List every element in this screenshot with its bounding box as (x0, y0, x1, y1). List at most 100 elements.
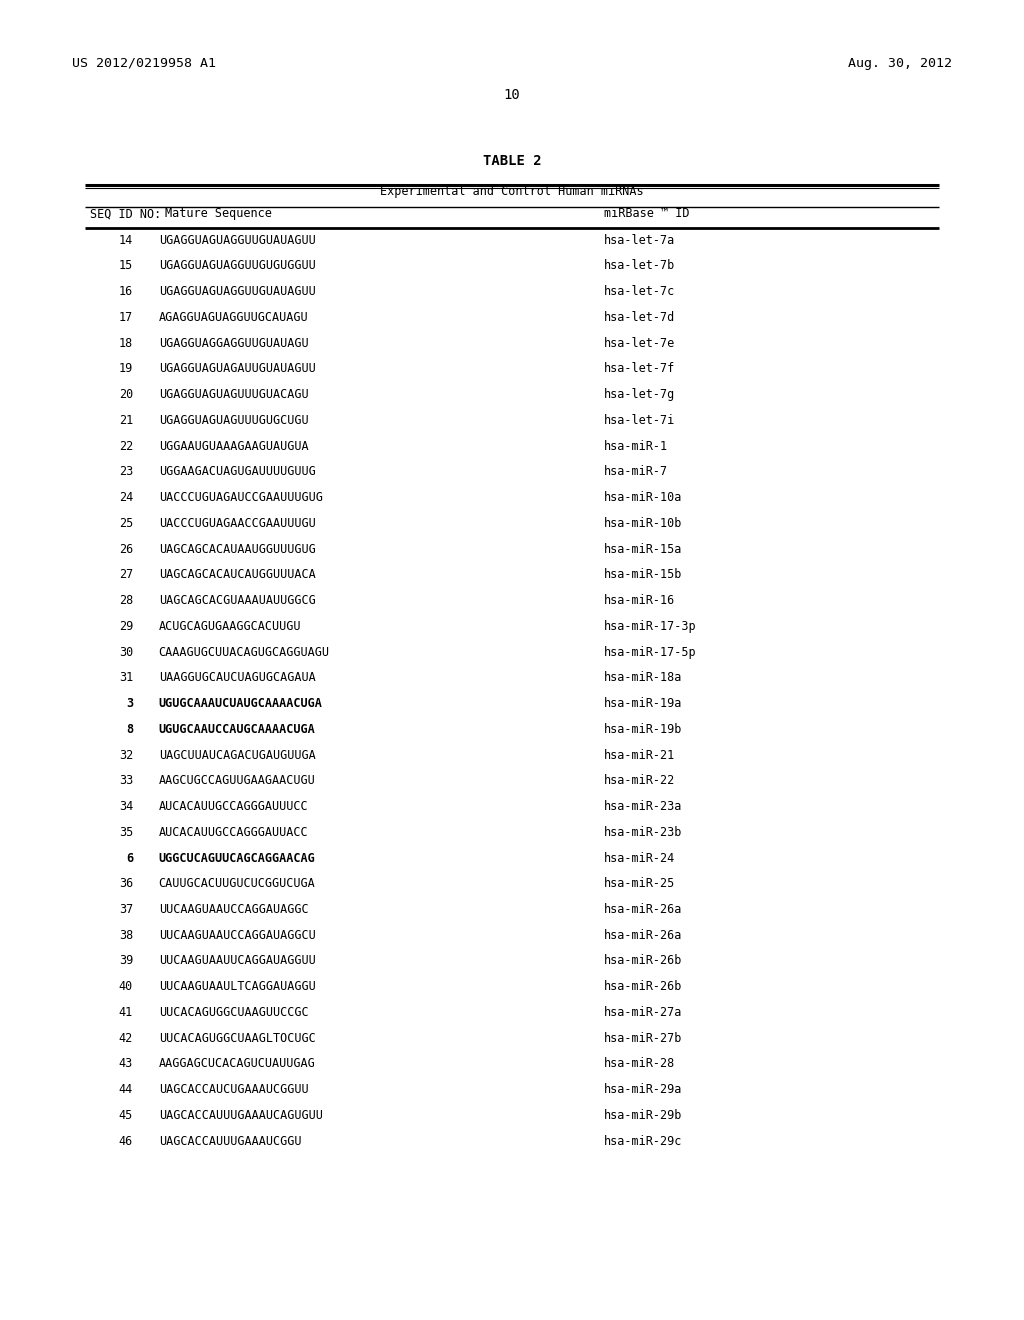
Text: 17: 17 (119, 312, 133, 323)
Text: CAAAGUGCUUACAGUGCAGGUAGU: CAAAGUGCUUACAGUGCAGGUAGU (159, 645, 330, 659)
Text: 33: 33 (119, 775, 133, 787)
Text: hsa-let-7i: hsa-let-7i (604, 414, 676, 426)
Text: hsa-miR-23b: hsa-miR-23b (604, 826, 683, 838)
Text: 28: 28 (119, 594, 133, 607)
Text: 41: 41 (119, 1006, 133, 1019)
Text: hsa-miR-29c: hsa-miR-29c (604, 1135, 683, 1147)
Text: UGAGGUAGUAGGUUGUAUAGUU: UGAGGUAGUAGGUUGUAUAGUU (159, 234, 315, 247)
Text: 35: 35 (119, 826, 133, 838)
Text: hsa-miR-26a: hsa-miR-26a (604, 929, 683, 941)
Text: 30: 30 (119, 645, 133, 659)
Text: 36: 36 (119, 878, 133, 890)
Text: hsa-miR-1: hsa-miR-1 (604, 440, 669, 453)
Text: UAGCACCAUCUGAAAUCGGUU: UAGCACCAUCUGAAAUCGGUU (159, 1084, 308, 1096)
Text: 37: 37 (119, 903, 133, 916)
Text: UAGCAGCACGUAAAUAUUGGCG: UAGCAGCACGUAAAUAUUGGCG (159, 594, 315, 607)
Text: Experimental and Control Human miRNAs: Experimental and Control Human miRNAs (380, 185, 644, 198)
Text: hsa-miR-15a: hsa-miR-15a (604, 543, 683, 556)
Text: 10: 10 (504, 88, 520, 102)
Text: UAAGGUGCAUCUAGUGCAGAUA: UAAGGUGCAUCUAGUGCAGAUA (159, 672, 315, 684)
Text: hsa-miR-15b: hsa-miR-15b (604, 569, 683, 581)
Text: 16: 16 (119, 285, 133, 298)
Text: hsa-miR-19a: hsa-miR-19a (604, 697, 683, 710)
Text: hsa-miR-17-3p: hsa-miR-17-3p (604, 620, 696, 632)
Text: 19: 19 (119, 363, 133, 375)
Text: hsa-miR-24: hsa-miR-24 (604, 851, 676, 865)
Text: hsa-miR-18a: hsa-miR-18a (604, 672, 683, 684)
Text: UGAGGUAGUAGGUUGUAUAGUU: UGAGGUAGUAGGUUGUAUAGUU (159, 285, 315, 298)
Text: SEQ ID NO:: SEQ ID NO: (90, 207, 162, 220)
Text: US 2012/0219958 A1: US 2012/0219958 A1 (72, 57, 216, 70)
Text: UAGCACCAUUUGAAAUCGGU: UAGCACCAUUUGAAAUCGGU (159, 1135, 301, 1147)
Text: 45: 45 (119, 1109, 133, 1122)
Text: hsa-miR-17-5p: hsa-miR-17-5p (604, 645, 696, 659)
Text: UGUGCAAUCCAUGCAAAACUGA: UGUGCAAUCCAUGCAAAACUGA (159, 723, 315, 735)
Text: UAGCAGCACAUCAUGGUUUACA: UAGCAGCACAUCAUGGUUUACA (159, 569, 315, 581)
Text: AUCACAUUGCCAGGGAUUACC: AUCACAUUGCCAGGGAUUACC (159, 826, 308, 838)
Text: hsa-let-7a: hsa-let-7a (604, 234, 676, 247)
Text: hsa-let-7e: hsa-let-7e (604, 337, 676, 350)
Text: 25: 25 (119, 517, 133, 529)
Text: UGAGGUAGUAGUUUGUACAGU: UGAGGUAGUAGUUUGUACAGU (159, 388, 308, 401)
Text: UGAGGUAGUAGGUUGUGUGGUU: UGAGGUAGUAGGUUGUGUGGUU (159, 260, 315, 272)
Text: hsa-let-7c: hsa-let-7c (604, 285, 676, 298)
Text: 31: 31 (119, 672, 133, 684)
Text: hsa-miR-25: hsa-miR-25 (604, 878, 676, 890)
Text: hsa-let-7g: hsa-let-7g (604, 388, 676, 401)
Text: 20: 20 (119, 388, 133, 401)
Text: 46: 46 (119, 1135, 133, 1147)
Text: AGAGGUAGUAGGUUGCAUAGU: AGAGGUAGUAGGUUGCAUAGU (159, 312, 308, 323)
Text: 29: 29 (119, 620, 133, 632)
Text: hsa-miR-10b: hsa-miR-10b (604, 517, 683, 529)
Text: 18: 18 (119, 337, 133, 350)
Text: UAGCAGCACAUAAUGGUUUGUG: UAGCAGCACAUAAUGGUUUGUG (159, 543, 315, 556)
Text: UGAGGUAGUAGUUUGUGCUGU: UGAGGUAGUAGUUUGUGCUGU (159, 414, 308, 426)
Text: hsa-miR-21: hsa-miR-21 (604, 748, 676, 762)
Text: hsa-miR-26b: hsa-miR-26b (604, 954, 683, 968)
Text: hsa-miR-7: hsa-miR-7 (604, 466, 669, 478)
Text: 40: 40 (119, 981, 133, 993)
Text: UACCCUGUAGAACCGAAUUUGU: UACCCUGUAGAACCGAAUUUGU (159, 517, 315, 529)
Text: 32: 32 (119, 748, 133, 762)
Text: hsa-miR-19b: hsa-miR-19b (604, 723, 683, 735)
Text: UGUGCAAAUCUAUGCAAAACUGA: UGUGCAAAUCUAUGCAAAACUGA (159, 697, 323, 710)
Text: UUCAAGUAAUCCAGGAUAGGCU: UUCAAGUAAUCCAGGAUAGGCU (159, 929, 315, 941)
Text: AAGGAGCUCACAGUCUAUUGAG: AAGGAGCUCACAGUCUAUUGAG (159, 1057, 315, 1071)
Text: hsa-let-7d: hsa-let-7d (604, 312, 676, 323)
Text: hsa-miR-29b: hsa-miR-29b (604, 1109, 683, 1122)
Text: 21: 21 (119, 414, 133, 426)
Text: UAGCUUAUCAGACUGAUGUUGA: UAGCUUAUCAGACUGAUGUUGA (159, 748, 315, 762)
Text: Aug. 30, 2012: Aug. 30, 2012 (848, 57, 952, 70)
Text: UUCACAGUGGCUAAGUUCCGC: UUCACAGUGGCUAAGUUCCGC (159, 1006, 308, 1019)
Text: 42: 42 (119, 1032, 133, 1044)
Text: 24: 24 (119, 491, 133, 504)
Text: Mature Sequence: Mature Sequence (165, 207, 272, 220)
Text: UGGCUCAGUUCAGCAGGAACAG: UGGCUCAGUUCAGCAGGAACAG (159, 851, 315, 865)
Text: hsa-miR-29a: hsa-miR-29a (604, 1084, 683, 1096)
Text: CAUUGCACUUGUCUCGGUCUGA: CAUUGCACUUGUCUCGGUCUGA (159, 878, 315, 890)
Text: hsa-miR-27a: hsa-miR-27a (604, 1006, 683, 1019)
Text: UACCCUGUAGAUCCGAAUUUGUG: UACCCUGUAGAUCCGAAUUUGUG (159, 491, 323, 504)
Text: hsa-let-7b: hsa-let-7b (604, 260, 676, 272)
Text: 27: 27 (119, 569, 133, 581)
Text: 3: 3 (126, 697, 133, 710)
Text: 39: 39 (119, 954, 133, 968)
Text: UGGAAGACUAGUGAUUUUGUUG: UGGAAGACUAGUGAUUUUGUUG (159, 466, 315, 478)
Text: hsa-miR-26b: hsa-miR-26b (604, 981, 683, 993)
Text: 8: 8 (126, 723, 133, 735)
Text: AAGCUGCCAGUUGAAGAACUGU: AAGCUGCCAGUUGAAGAACUGU (159, 775, 315, 787)
Text: 22: 22 (119, 440, 133, 453)
Text: UUCAAGUAAUUCAGGAUAGGUU: UUCAAGUAAUUCAGGAUAGGUU (159, 954, 315, 968)
Text: hsa-let-7f: hsa-let-7f (604, 363, 676, 375)
Text: UUCAAGUAAUCCAGGAUAGGC: UUCAAGUAAUCCAGGAUAGGC (159, 903, 308, 916)
Text: AUCACAUUGCCAGGGAUUUCC: AUCACAUUGCCAGGGAUUUCC (159, 800, 308, 813)
Text: hsa-miR-23a: hsa-miR-23a (604, 800, 683, 813)
Text: 15: 15 (119, 260, 133, 272)
Text: 26: 26 (119, 543, 133, 556)
Text: UUCACAGUGGCUAAGLTOCUGC: UUCACAGUGGCUAAGLTOCUGC (159, 1032, 315, 1044)
Text: hsa-miR-22: hsa-miR-22 (604, 775, 676, 787)
Text: 38: 38 (119, 929, 133, 941)
Text: UGGAAUGUAAAGAAGUAUGUA: UGGAAUGUAAAGAAGUAUGUA (159, 440, 308, 453)
Text: 43: 43 (119, 1057, 133, 1071)
Text: UAGCACCAUUUGAAAUCAGUGUU: UAGCACCAUUUGAAAUCAGUGUU (159, 1109, 323, 1122)
